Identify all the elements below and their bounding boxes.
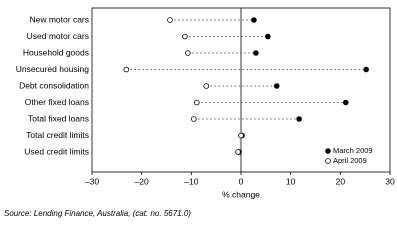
x-tick-label: 30 xyxy=(385,176,395,186)
x-tick-label: 10 xyxy=(286,176,296,186)
x-axis-label: % change xyxy=(222,189,260,199)
legend-marker xyxy=(325,148,331,154)
dot-marker xyxy=(363,66,369,73)
y-tick-label: Used credit limits xyxy=(24,146,89,156)
legend-label: April 2009 xyxy=(333,156,367,165)
legend-marker xyxy=(325,158,331,164)
chart: % change Source: Lending Finance, Austra… xyxy=(4,7,395,218)
dot-marker xyxy=(167,17,173,23)
dot-marker xyxy=(296,116,302,122)
dot-marker xyxy=(251,17,257,23)
y-tick-label: New motor cars xyxy=(29,14,89,24)
dot-marker xyxy=(193,99,200,106)
x-tick-label: 0 xyxy=(239,176,244,186)
dot-marker xyxy=(182,33,188,40)
source-note: Source: Lending Finance, Australia, (cat… xyxy=(4,209,191,218)
y-tick-label: Household goods xyxy=(23,47,89,57)
dot-marker xyxy=(185,50,191,56)
dot-marker xyxy=(235,149,241,155)
y-tick-label: Unsecured housing xyxy=(16,64,90,74)
dot-marker xyxy=(265,33,271,40)
dot-marker xyxy=(253,50,259,56)
y-tick-label: Total fixed loans xyxy=(28,113,89,123)
y-tick-label: Other fixed loans xyxy=(25,97,89,107)
x-tick-label: –10 xyxy=(184,176,198,186)
x-tick-label: 20 xyxy=(336,176,346,186)
dot-marker xyxy=(273,83,280,89)
dot-marker xyxy=(238,132,244,139)
dot-marker xyxy=(123,66,130,73)
legend-label: March 2009 xyxy=(333,146,373,155)
y-tick-label: Total credit limits xyxy=(26,130,89,140)
x-tick-label: –30 xyxy=(85,176,99,186)
dot-marker xyxy=(191,116,197,122)
y-tick-label: Used motor cars xyxy=(27,31,89,41)
dot-marker xyxy=(203,83,210,89)
y-tick-label: Debt consolidation xyxy=(19,80,89,90)
dot-marker xyxy=(342,99,349,106)
x-tick-label: –20 xyxy=(135,176,149,186)
